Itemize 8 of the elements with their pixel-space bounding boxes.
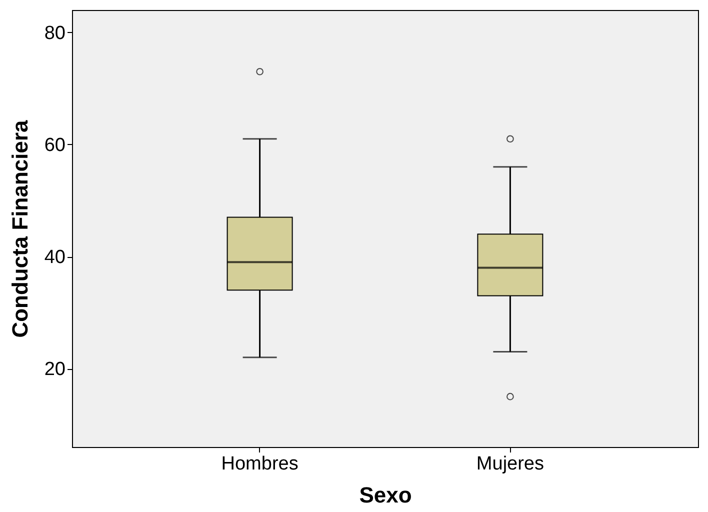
x-axis-title: Sexo [359,482,412,508]
y-tick-label: 20 [44,359,66,380]
y-tick-label: 60 [44,134,66,156]
y-axis-title: Conducta Financiera [7,119,32,338]
x-tick-label: Mujeres [476,454,544,474]
x-tick-label: Hombres [221,454,298,474]
y-tick-label: 40 [44,247,66,268]
y-tick-label: 80 [44,22,66,44]
